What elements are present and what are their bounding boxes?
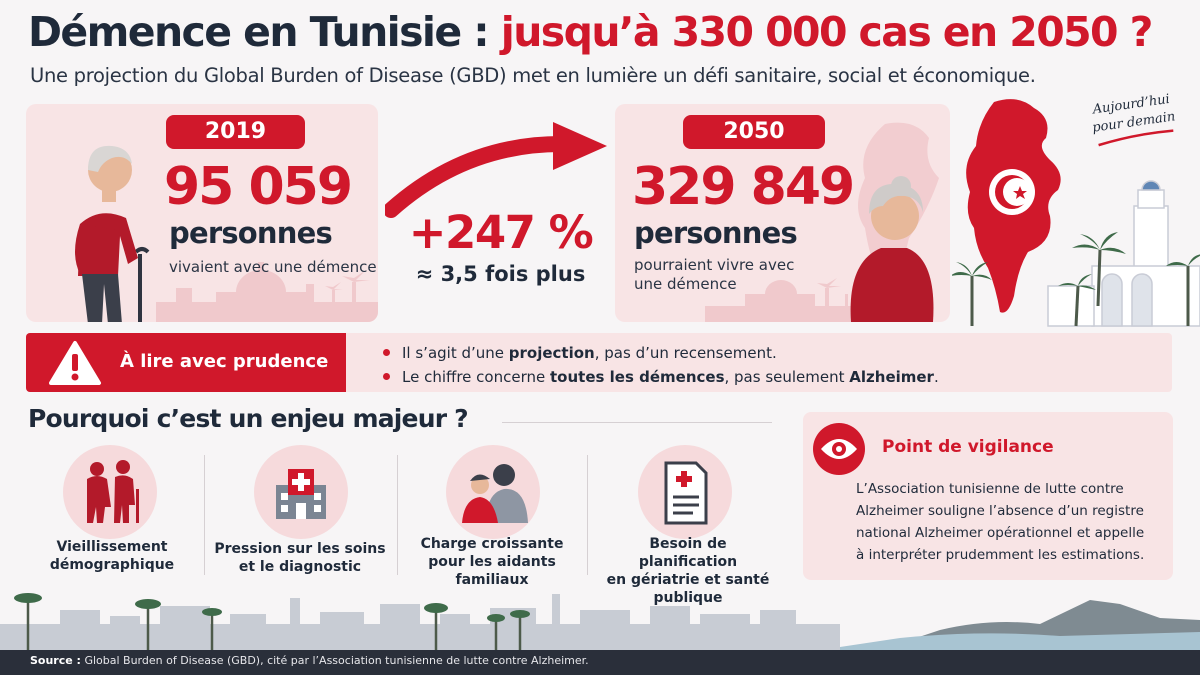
elderly-woman-illustration	[850, 176, 934, 322]
column-divider	[204, 455, 205, 575]
tunisia-map-icon	[966, 99, 1061, 313]
caption-2050-line2: une démence	[634, 275, 737, 293]
underline-stroke	[1098, 129, 1174, 147]
bullet-text: , pas seulement	[724, 368, 850, 386]
persons-2050: personnes	[634, 216, 798, 250]
planning-icon-circle	[638, 445, 732, 539]
aging-icon-circle	[63, 445, 157, 539]
reason-label-caregivers: Charge croissante pour les aidants famil…	[402, 535, 582, 589]
skyline-illustration	[705, 278, 865, 322]
caption-2050: pourraient vivre avec une démence	[634, 256, 824, 294]
medical-document-icon	[664, 461, 708, 525]
bullet-bold: toutes les démences	[550, 368, 725, 386]
count-2050: 329 849	[632, 157, 855, 217]
reason-label-aging: Vieillissement démographique	[22, 538, 202, 574]
bullet-text: .	[933, 368, 939, 386]
eye-icon	[813, 423, 865, 475]
bullet-dot	[383, 349, 390, 356]
card-2050: 2050 329 849 personnes pourraient vivre …	[615, 104, 950, 322]
bullet-bold: Alzheimer	[849, 368, 934, 386]
year-badge-2019: 2019	[166, 115, 305, 149]
label-line: en gériatrie et santé	[606, 572, 770, 588]
vigilance-box	[803, 412, 1173, 580]
persons-2019: personnes	[169, 216, 333, 250]
title-main: Démence en Tunisie :	[28, 8, 490, 56]
caregiver-icon	[462, 464, 528, 523]
vigilance-line: Alzheimer souligne l’absence d’un regist…	[856, 503, 1144, 519]
elderly-couple-icon	[87, 460, 139, 523]
source-label: Source :	[30, 654, 81, 667]
bullet-text: , pas d’un recensement.	[594, 344, 777, 362]
label-line: Besoin de planification	[638, 536, 738, 570]
caution-bullet-1: Il s’agit d’une projection, pas d’un rec…	[383, 344, 1002, 364]
landmark-illustration	[952, 180, 1200, 327]
hospital-icon	[276, 469, 326, 519]
label-line: Vieillissement	[56, 539, 168, 555]
caution-bullet-2: Le chiffre concerne toutes les démences,…	[383, 368, 1002, 388]
year-badge-2050: 2050	[683, 115, 825, 149]
label-line: pour les aidants	[428, 554, 556, 570]
column-divider	[397, 455, 398, 575]
growth-arrow-icon	[385, 122, 607, 218]
vigilance-title: Point de vigilance	[882, 437, 1054, 457]
column-divider	[587, 455, 588, 575]
growth-percent: +247 %	[408, 206, 594, 259]
label-line: et le diagnostic	[238, 559, 362, 575]
source-note: Source : Global Burden of Disease (GBD),…	[30, 654, 1030, 672]
bullet-dot	[383, 373, 390, 380]
caption-2019: vivaient avec une démence	[169, 258, 377, 276]
label-line: Pression sur les soins	[214, 541, 386, 557]
vigilance-line: L’Association tunisienne de lutte contre	[856, 481, 1124, 497]
title-accent: jusqu’à 330 000 cas en 2050 ?	[500, 8, 1154, 56]
bullet-bold: projection	[508, 344, 595, 362]
footer-bar	[0, 650, 1200, 675]
hospital-icon-circle	[254, 445, 348, 539]
vigilance-text: L’Association tunisienne de lutte contre…	[856, 478, 1166, 568]
source-text: Global Burden of Disease (GBD), cité par…	[80, 654, 589, 667]
vigilance-line: national Alzheimer opérationnel et appel…	[856, 525, 1145, 541]
count-2019: 95 059	[164, 157, 353, 217]
reason-label-planning: Besoin de planification en gériatrie et …	[598, 535, 778, 607]
section-title: Pourquoi c’est un enjeu majeur ?	[28, 404, 469, 433]
skyline-illustration	[156, 262, 378, 322]
label-line: démographique	[49, 557, 175, 573]
elderly-man-illustration	[75, 145, 150, 322]
warning-icon	[49, 341, 101, 385]
vigilance-line: à interpréter prudemment les estimations…	[856, 547, 1145, 563]
page-title: Démence en Tunisie : jusqu’à 330 000 cas…	[28, 8, 1153, 64]
caregiver-icon-circle	[446, 445, 540, 539]
caption-2050-line1: pourraient vivre avec	[634, 256, 795, 274]
reason-label-care: Pression sur les soins et le diagnostic	[210, 540, 390, 576]
bullet-text: Il s’agit d’une	[402, 344, 509, 362]
tagline: Aujourd’hui pour demain	[1075, 88, 1194, 159]
label-line: publique	[653, 590, 723, 606]
card-2019: 2019 95 059 personnes vivaient avec une …	[26, 104, 378, 322]
page-subtitle: Une projection du Global Burden of Disea…	[30, 64, 1036, 87]
label-line: Charge croissante	[420, 536, 564, 552]
cityscape-illustration	[0, 593, 1200, 650]
label-line: familiaux	[455, 572, 529, 588]
bullet-text: Le chiffre concerne	[402, 368, 550, 386]
growth-multiplier: ≈ 3,5 fois plus	[415, 262, 586, 286]
caution-label: À lire avec prudence	[120, 351, 329, 372]
section-divider	[502, 422, 772, 423]
